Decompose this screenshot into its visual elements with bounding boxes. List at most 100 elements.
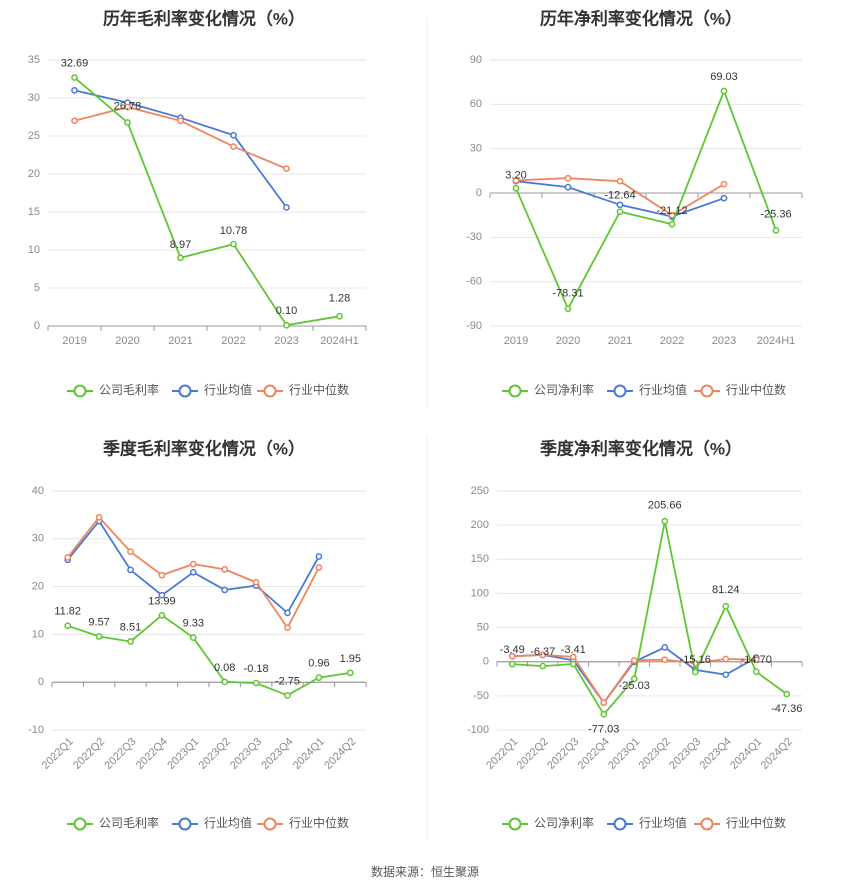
data-point (783, 690, 791, 698)
x-tick-label: 2022 (221, 335, 245, 347)
legend-marker-icon (73, 817, 87, 831)
y-tick-label: -50 (473, 690, 489, 702)
x-tick-label: 2023Q4 (698, 736, 734, 772)
legend-item[interactable]: 公司净利率 (502, 815, 594, 831)
data-point (661, 656, 669, 664)
data-point (539, 662, 547, 670)
data-label: 10.78 (220, 225, 248, 237)
y-tick-label: 250 (471, 485, 489, 497)
data-point (230, 240, 237, 248)
legend-marker-icon (178, 817, 192, 831)
x-tick-label: 2022Q1 (40, 736, 76, 772)
data-point (616, 201, 624, 209)
legend-item[interactable]: 行业中位数 (257, 382, 349, 398)
data-label: -25.36 (760, 208, 791, 220)
data-point (722, 602, 730, 610)
data-point (177, 254, 184, 262)
data-point (569, 653, 577, 661)
x-tick-label: 2023 (274, 335, 298, 347)
data-point (64, 554, 72, 561)
data-point (252, 578, 260, 586)
series-industry-median (512, 174, 728, 219)
series-industry-median (71, 103, 290, 173)
y-tick-label: 90 (470, 54, 482, 66)
data-point (284, 609, 291, 617)
data-point (512, 184, 520, 192)
x-tick-label: 2020 (556, 335, 580, 347)
legend-label: 行业均值 (204, 382, 252, 397)
data-point (564, 174, 572, 182)
data-label: 0.96 (308, 658, 329, 670)
series-industry-mean (64, 517, 323, 617)
y-tick-label: 25 (28, 130, 40, 142)
series-line (515, 88, 777, 311)
legend[interactable]: 公司净利率 行业均值 行业中位数 (502, 382, 786, 398)
x-tick-label: 2023Q1 (606, 736, 642, 772)
data-point (71, 74, 78, 81)
series-line (73, 76, 340, 327)
legend-item[interactable]: 公司毛利率 (67, 382, 159, 398)
data-point (616, 177, 624, 185)
legend-label: 公司毛利率 (99, 382, 159, 397)
x-tick-label: 2022 (660, 335, 684, 347)
data-label: -0.18 (244, 663, 269, 675)
y-tick-label: 150 (471, 553, 489, 565)
legend-item[interactable]: 公司毛利率 (67, 815, 159, 831)
legend-item[interactable]: 行业均值 (607, 382, 687, 398)
data-point (177, 117, 184, 125)
legend[interactable]: 公司毛利率 行业均值 行业中位数 (67, 815, 349, 831)
legend-marker-icon (700, 384, 714, 398)
data-label: -3.49 (500, 644, 525, 656)
x-tick-label: 2022Q2 (515, 736, 551, 772)
data-point (722, 655, 730, 663)
legend[interactable]: 公司毛利率 行业均值 行业中位数 (67, 382, 349, 398)
data-point (661, 644, 669, 651)
y-tick-label: 20 (28, 168, 40, 180)
x-tick-label: 2024H1 (757, 335, 796, 347)
x-tick-label: 2023Q2 (637, 736, 673, 772)
data-point (221, 566, 229, 573)
data-point (158, 591, 166, 599)
legend-marker-icon (73, 384, 87, 398)
series-industry-median (508, 651, 760, 707)
y-tick-label: 200 (471, 519, 489, 531)
data-point (283, 321, 290, 329)
legend[interactable]: 公司净利率 行业均值 行业中位数 (502, 815, 786, 831)
legend-item[interactable]: 行业均值 (607, 815, 687, 831)
x-tick-label: 2024Q2 (322, 736, 358, 772)
data-point (127, 566, 134, 574)
data-point (564, 183, 572, 191)
x-tick-label: 2024Q1 (291, 736, 327, 772)
legend-item[interactable]: 行业中位数 (694, 382, 786, 398)
x-tick-label: 2023Q3 (228, 736, 264, 772)
data-point (336, 312, 343, 320)
data-label: -21.12 (656, 205, 687, 217)
chart-title: 历年毛利率变化情况（%） (103, 8, 305, 28)
data-point (668, 220, 676, 228)
data-point (616, 208, 624, 216)
legend-item[interactable]: 行业均值 (172, 815, 252, 831)
x-tick-label: 2023Q3 (667, 736, 703, 772)
legend-label: 公司净利率 (534, 382, 594, 397)
data-label: 3.20 (505, 169, 526, 181)
data-label: -12.64 (604, 190, 635, 202)
y-tick-label: 0 (38, 676, 44, 688)
data-point (512, 177, 520, 184)
data-point (720, 194, 728, 202)
legend-item[interactable]: 行业中位数 (694, 815, 786, 831)
legend-item[interactable]: 公司净利率 (502, 382, 594, 398)
data-point (252, 679, 260, 687)
data-label: -15.16 (680, 654, 711, 666)
chart-panel-3: 季度毛利率变化情况（%）-100102030402022Q12022Q22022… (28, 438, 367, 831)
y-tick-label: -10 (28, 724, 44, 736)
data-point (691, 668, 699, 676)
data-point (315, 674, 323, 681)
legend-label: 行业中位数 (289, 382, 349, 397)
data-point (661, 517, 669, 525)
data-point (189, 560, 197, 568)
y-tick-label: 15 (28, 206, 40, 218)
legend-label: 行业中位数 (289, 815, 349, 830)
data-point (346, 669, 354, 677)
legend-item[interactable]: 行业均值 (172, 382, 252, 398)
legend-item[interactable]: 行业中位数 (257, 815, 349, 831)
